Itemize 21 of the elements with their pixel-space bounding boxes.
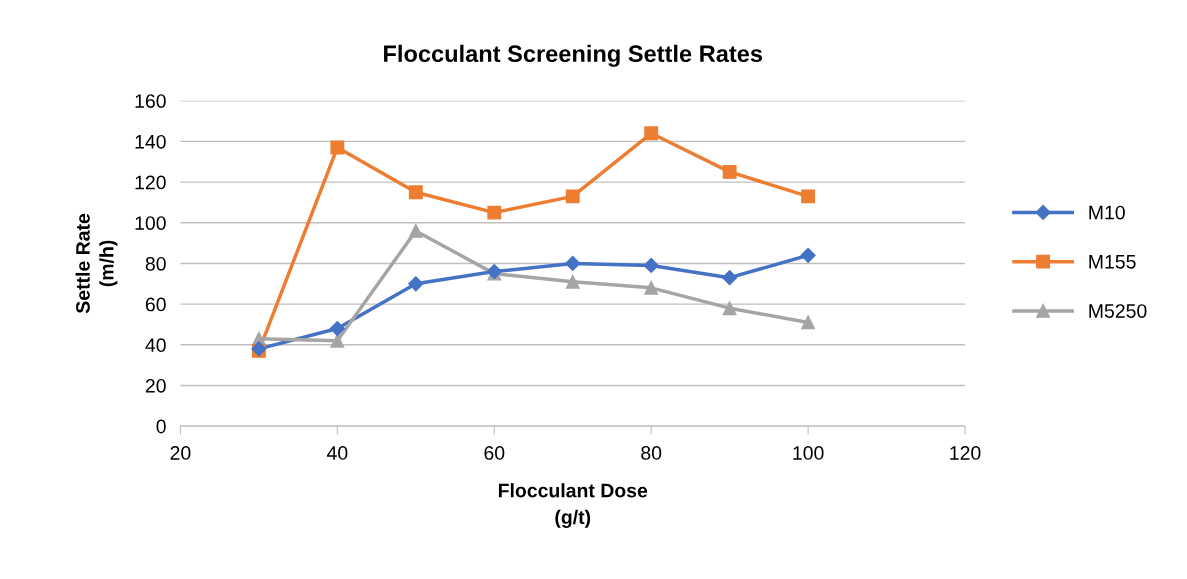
legend-label: M5250 <box>1089 304 1147 318</box>
chart-title: Flocculant Screening Settle Rates <box>384 44 763 67</box>
x-tick-label: 100 <box>793 446 824 460</box>
x-tick-label: 80 <box>641 446 662 460</box>
x-tick-label: 60 <box>484 446 505 460</box>
x-tick-label: 40 <box>326 446 348 460</box>
y-tick-label: 80 <box>145 256 166 271</box>
legend-label: M155 <box>1089 255 1136 269</box>
y-tick-label: 100 <box>135 216 166 231</box>
x-tick-label: 20 <box>170 446 191 460</box>
legend-label: M10 <box>1089 205 1125 220</box>
y-tick-label: 60 <box>145 297 166 312</box>
y-axis-title: Settle Rate (m/h) <box>75 213 118 314</box>
x-tick-label: 120 <box>950 446 981 460</box>
y-tick-label: 140 <box>135 134 166 149</box>
y-tick-label: 0 <box>156 419 166 434</box>
y-tick-label: 20 <box>145 378 166 393</box>
x-axis-title: Flocculant Dose (g/t) <box>498 483 648 528</box>
y-tick-label: 120 <box>135 175 166 190</box>
y-tick-label: 40 <box>145 338 166 353</box>
y-tick-label: 160 <box>135 94 166 108</box>
